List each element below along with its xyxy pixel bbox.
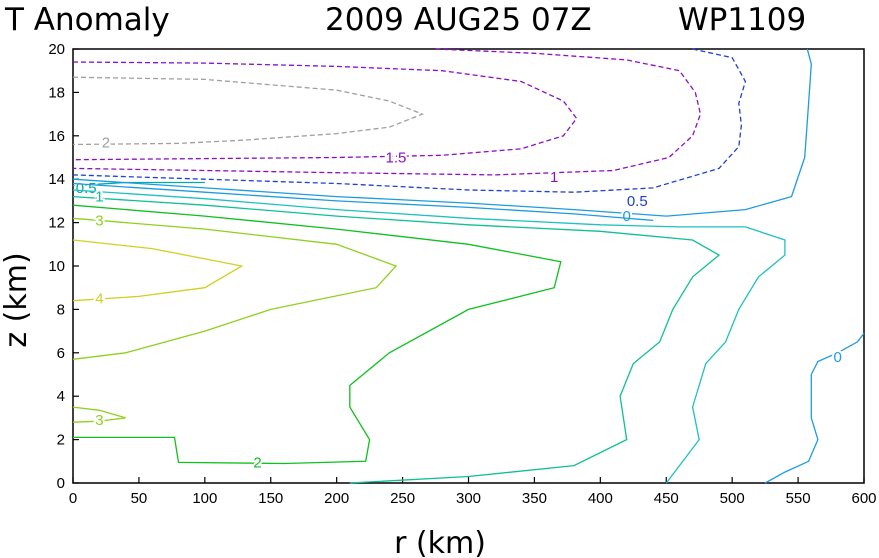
y-tick-label: 4: [57, 388, 65, 405]
contour-label: 1: [550, 169, 558, 186]
x-tick-label: 500: [720, 490, 745, 507]
x-tick-label: 250: [390, 490, 415, 507]
y-tick-label: 12: [48, 215, 65, 232]
chart-title: T Anomaly: [4, 2, 170, 38]
contour-label: 3: [95, 212, 103, 229]
contour-label: 2: [102, 134, 110, 151]
contour-label: 2: [253, 454, 261, 471]
contour-line: [72, 195, 721, 484]
contour-label: 1: [95, 189, 103, 206]
contour-line: [72, 189, 786, 484]
y-tick-label: 18: [48, 84, 65, 101]
x-tick-label: 0: [69, 490, 77, 507]
contour-label: 1.5: [386, 150, 407, 167]
contour-line: [72, 48, 747, 193]
x-tick-label: 600: [851, 490, 876, 507]
x-axis: 0 50 100 150 200 250 300 350 400 450 500 550 600: [69, 477, 877, 507]
y-axis-label: z (km): [0, 252, 34, 347]
y-tick-label: 2: [57, 432, 65, 449]
contour-line: [72, 182, 654, 222]
contour-line: [72, 217, 398, 360]
x-tick-label: 150: [258, 490, 283, 507]
contour-line: [764, 332, 865, 484]
y-tick-label: 6: [57, 345, 65, 362]
x-tick-label: 400: [588, 490, 613, 507]
x-tick-label: 350: [522, 490, 547, 507]
x-axis-label: r (km): [394, 526, 486, 558]
chart-storm-id: WP1109: [678, 2, 806, 38]
y-tick-label: 8: [57, 301, 65, 318]
contour-line: [72, 61, 578, 161]
contour-label: 0.5: [627, 193, 648, 210]
contour-label: 4: [95, 291, 103, 308]
contour-label: 3: [95, 412, 103, 429]
y-tick-label: 16: [48, 128, 65, 145]
y-tick-label: 10: [48, 258, 65, 275]
x-tick-label: 300: [456, 490, 481, 507]
y-axis: 0 2 4 6 8 10 12 14 16 18 20: [48, 41, 79, 492]
contour-label: 0: [833, 349, 841, 366]
contour-label: 0: [623, 208, 631, 225]
x-tick-label: 450: [654, 490, 679, 507]
contour-line: [72, 204, 562, 465]
y-tick-label: 0: [57, 475, 65, 492]
x-tick-label: 200: [324, 490, 349, 507]
x-tick-label: 100: [192, 490, 217, 507]
plot-frame: [72, 48, 865, 484]
contour-line: [72, 76, 425, 146]
contour-line: [72, 48, 812, 217]
x-tick-label: 50: [131, 490, 148, 507]
chart-datetime: 2009 AUG25 07Z: [325, 2, 592, 38]
x-tick-label: 550: [786, 490, 811, 507]
contour-line: [72, 48, 702, 176]
y-tick-label: 20: [48, 41, 65, 58]
contour-line: [72, 406, 126, 423]
contour-label: 0.5: [76, 180, 97, 197]
contour-line: [72, 239, 244, 302]
y-tick-label: 14: [48, 171, 65, 188]
